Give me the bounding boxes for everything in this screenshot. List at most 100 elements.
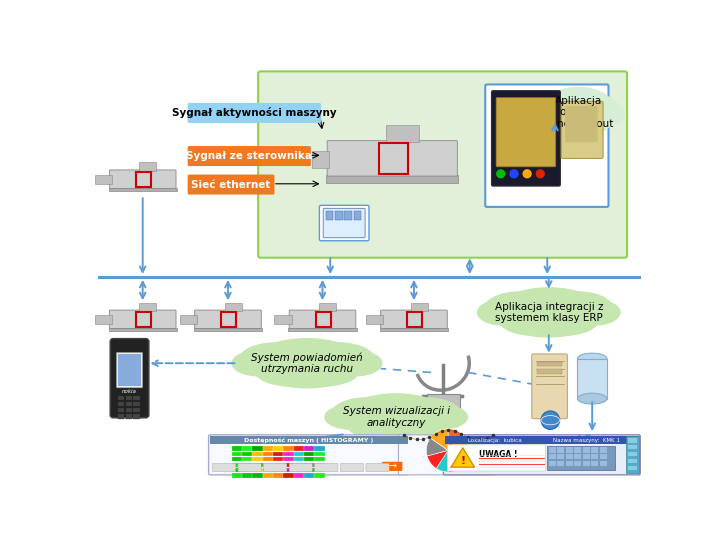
FancyBboxPatch shape [447, 445, 546, 471]
Bar [253, 462, 263, 467]
Bar [263, 462, 273, 467]
Ellipse shape [577, 353, 607, 364]
Bar [253, 457, 263, 461]
FancyBboxPatch shape [209, 435, 409, 475]
Bar [591, 447, 598, 453]
Wedge shape [436, 451, 449, 472]
Bar [315, 473, 325, 477]
Text: Sieć ethernet: Sieć ethernet [192, 179, 271, 190]
Bar [109, 328, 177, 331]
Text: Dostępność maszyn ( HISTOGRAMY ): Dostępność maszyn ( HISTOGRAMY ) [244, 438, 374, 443]
Bar [549, 461, 556, 466]
Bar [575, 461, 581, 466]
Text: nokia: nokia [122, 389, 137, 394]
Bar [126, 396, 132, 400]
Bar [263, 457, 273, 461]
Bar [304, 473, 314, 477]
Bar [304, 457, 314, 461]
Bar [133, 402, 140, 407]
Ellipse shape [544, 292, 613, 326]
FancyBboxPatch shape [258, 71, 627, 258]
Bar [139, 162, 156, 171]
FancyBboxPatch shape [561, 101, 603, 158]
Ellipse shape [284, 355, 359, 386]
Bar [575, 447, 581, 453]
Bar [118, 354, 141, 386]
Bar [242, 457, 252, 461]
Bar [583, 454, 590, 460]
FancyBboxPatch shape [492, 91, 560, 186]
FancyBboxPatch shape [327, 141, 457, 176]
FancyBboxPatch shape [188, 146, 311, 166]
Bar [126, 402, 132, 407]
Text: Aplikacja
obsługi
panela in-out: Aplikacja obsługi panela in-out [544, 96, 613, 129]
Bar [263, 468, 273, 472]
Bar [628, 445, 637, 449]
Text: UWAGA !: UWAGA ! [479, 450, 518, 459]
Wedge shape [448, 451, 459, 472]
Bar [284, 452, 294, 456]
Ellipse shape [477, 300, 530, 325]
Text: Sygnał ze sterownika: Sygnał ze sterownika [186, 151, 312, 161]
Circle shape [541, 411, 559, 430]
FancyBboxPatch shape [238, 463, 261, 472]
Bar [549, 447, 556, 453]
Bar [315, 452, 325, 456]
FancyBboxPatch shape [117, 352, 143, 388]
Bar [273, 462, 283, 467]
Text: →: → [388, 461, 396, 471]
Bar [136, 172, 151, 187]
Bar [274, 315, 292, 324]
Bar [628, 459, 637, 463]
Wedge shape [448, 435, 469, 451]
FancyBboxPatch shape [212, 463, 235, 472]
Bar [294, 452, 304, 456]
Bar [94, 315, 112, 324]
Bar [445, 437, 639, 444]
Bar [232, 462, 242, 467]
Bar [315, 446, 325, 451]
Bar [263, 446, 273, 451]
Bar [232, 473, 242, 477]
Bar [344, 211, 352, 220]
Bar [118, 408, 124, 412]
Bar [284, 446, 294, 451]
Bar [437, 411, 449, 430]
Ellipse shape [252, 339, 362, 388]
FancyBboxPatch shape [444, 435, 640, 475]
Bar [133, 408, 140, 412]
Circle shape [536, 169, 545, 178]
Text: Nazwa maszyny:  KMK 1: Nazwa maszyny: KMK 1 [554, 438, 621, 442]
Bar [253, 446, 263, 451]
Ellipse shape [540, 88, 616, 137]
Ellipse shape [559, 106, 608, 134]
Bar [284, 457, 294, 461]
Text: System wizualizacji i
analityczny: System wizualizacji i analityczny [343, 407, 450, 428]
FancyBboxPatch shape [323, 208, 365, 238]
Text: Sygnał aktywności maszyny: Sygnał aktywności maszyny [172, 107, 337, 119]
Ellipse shape [588, 103, 624, 126]
Bar [315, 462, 325, 467]
Bar [273, 473, 283, 477]
Bar [273, 446, 283, 451]
Bar [294, 457, 304, 461]
Bar [118, 402, 124, 407]
Bar [253, 452, 263, 456]
Bar [366, 315, 383, 324]
Wedge shape [448, 429, 464, 451]
Bar [180, 315, 197, 324]
Text: Lokalizacja:  kubica: Lokalizacja: kubica [468, 438, 522, 442]
Bar [583, 461, 590, 466]
Bar [315, 468, 325, 472]
Circle shape [561, 141, 564, 144]
Bar [289, 328, 356, 331]
Bar [304, 462, 314, 467]
Bar [312, 151, 330, 168]
Bar [628, 466, 637, 470]
Bar [583, 447, 590, 453]
Circle shape [567, 125, 575, 133]
Bar [118, 414, 124, 419]
Polygon shape [451, 448, 474, 467]
Ellipse shape [232, 351, 287, 376]
Bar [273, 468, 283, 472]
